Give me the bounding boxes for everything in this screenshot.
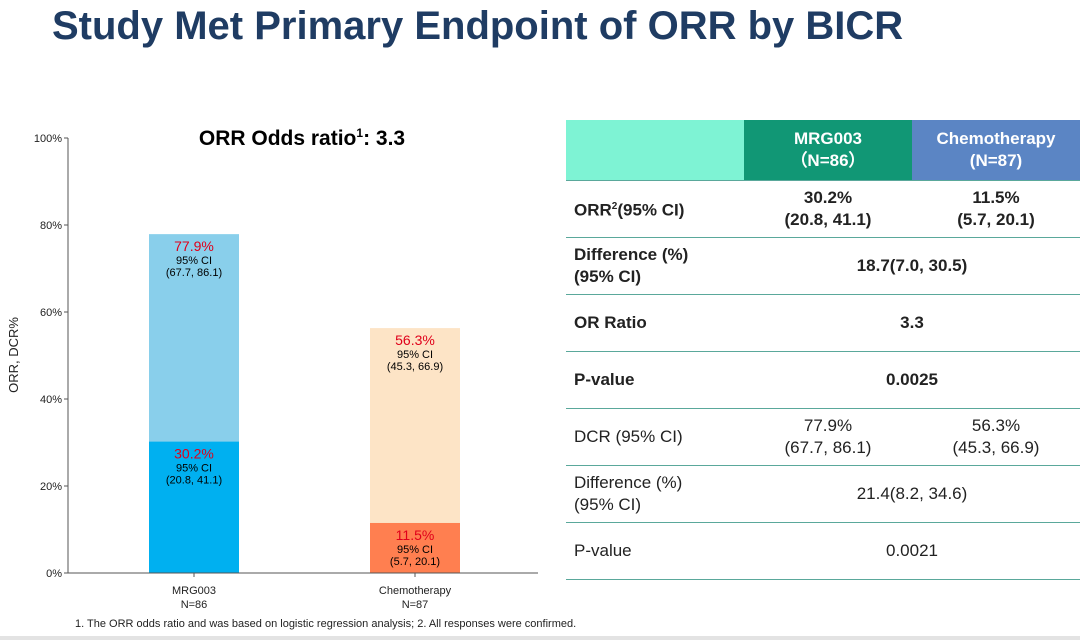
cell-merged: 21.4(8.2, 34.6) bbox=[744, 465, 1080, 523]
results-table: MRG003 （N=86） Chemotherapy (N=87) ORR2(95%… bbox=[566, 120, 1080, 580]
y-tick-label: 80% bbox=[40, 220, 62, 232]
row-label: DCR (95% CI) bbox=[566, 408, 744, 466]
ci-range-dcr-chemotherapy: (45.3, 66.9) bbox=[387, 361, 443, 373]
chart-title: ORR Odds ratio1: 3.3 bbox=[199, 126, 405, 150]
y-tick-label: 0% bbox=[46, 568, 62, 580]
x-tick-label: MRG003 bbox=[172, 585, 216, 597]
ci-range-orr-chemotherapy: (5.7, 20.1) bbox=[390, 556, 440, 568]
bottom-divider bbox=[0, 636, 1080, 640]
y-tick-label: 60% bbox=[40, 307, 62, 319]
ci-caption-orr-chemotherapy: 95% CI bbox=[397, 544, 433, 556]
data-label-orr-chemotherapy: 11.5% bbox=[396, 527, 435, 543]
y-tick-label: 100% bbox=[34, 133, 62, 145]
cell-mrg003: 77.9% (67.7, 86.1) bbox=[744, 408, 912, 466]
bar-orr-mrg003 bbox=[149, 441, 239, 573]
cell-chemotherapy: 11.5% (5.7, 20.1) bbox=[912, 179, 1080, 238]
data-label-dcr-mrg003: 77.9% bbox=[174, 238, 214, 254]
y-tick-label: 40% bbox=[40, 394, 62, 406]
table-row-orr-difference: Difference (%) (95% CI) 18.7(7.0, 30.5) bbox=[566, 237, 1080, 295]
table-row-orr: ORR2(95% CI) 30.2% (20.8, 41.1) 11.5% (5.7… bbox=[566, 179, 1080, 238]
x-category-n: N=86 bbox=[181, 599, 208, 611]
footnote: 1. The ORR odds ratio and was based on l… bbox=[75, 618, 577, 630]
cell-merged: 3.3 bbox=[744, 294, 1080, 352]
ci-caption-orr-mrg003: 95% CI bbox=[176, 463, 212, 475]
cell-merged: 0.0025 bbox=[744, 351, 1080, 409]
cell-merged: 18.7(7.0, 30.5) bbox=[744, 237, 1080, 295]
cell-chemotherapy: 56.3% (45.3, 66.9) bbox=[912, 408, 1080, 466]
table-row-dcr-p-value: P-value 0.0021 bbox=[566, 522, 1080, 580]
cell-merged: 0.0021 bbox=[744, 522, 1080, 580]
table-row-dcr-difference: Difference (%) (95% CI) 21.4(8.2, 34.6) bbox=[566, 465, 1080, 523]
header-blank-cell bbox=[566, 120, 744, 180]
data-label-orr-mrg003: 30.2% bbox=[174, 446, 214, 462]
row-label: Difference (%) (95% CI) bbox=[566, 237, 744, 295]
row-label: Difference (%) (95% CI) bbox=[566, 465, 744, 523]
table-row-or-ratio: OR Ratio 3.3 bbox=[566, 294, 1080, 352]
ci-caption-dcr-chemotherapy: 95% CI bbox=[397, 349, 433, 361]
ci-caption-dcr-mrg003: 95% CI bbox=[176, 255, 212, 267]
row-label: P-value bbox=[566, 522, 744, 580]
page-title: Study Met Primary Endpoint of ORR by BIC… bbox=[52, 4, 904, 48]
ci-range-orr-mrg003: (20.8, 41.1) bbox=[166, 475, 222, 487]
row-label: P-value bbox=[566, 351, 744, 409]
table-row-orr-p-value: P-value 0.0025 bbox=[566, 351, 1080, 409]
y-axis-label: ORR, DCR% bbox=[6, 317, 21, 393]
header-mrg003: MRG003 （N=86） bbox=[744, 120, 912, 180]
x-tick-label: Chemotherapy bbox=[379, 585, 452, 597]
bar-orr-chemotherapy bbox=[370, 522, 460, 573]
row-label: ORR2(95% CI) bbox=[566, 179, 744, 238]
table-row-dcr: DCR (95% CI) 77.9% (67.7, 86.1) 56.3% (45.… bbox=[566, 408, 1080, 466]
row-label: OR Ratio bbox=[566, 294, 744, 352]
ci-range-dcr-mrg003: (67.7, 86.1) bbox=[166, 267, 222, 279]
cell-mrg003: 30.2% (20.8, 41.1) bbox=[744, 179, 912, 238]
table-header-row: MRG003 （N=86） Chemotherapy (N=87) bbox=[566, 120, 1080, 180]
y-tick-label: 20% bbox=[40, 481, 62, 493]
data-label-dcr-chemotherapy: 56.3% bbox=[395, 332, 435, 348]
x-category-n: N=87 bbox=[402, 599, 429, 611]
header-chemotherapy: Chemotherapy (N=87) bbox=[912, 120, 1080, 180]
